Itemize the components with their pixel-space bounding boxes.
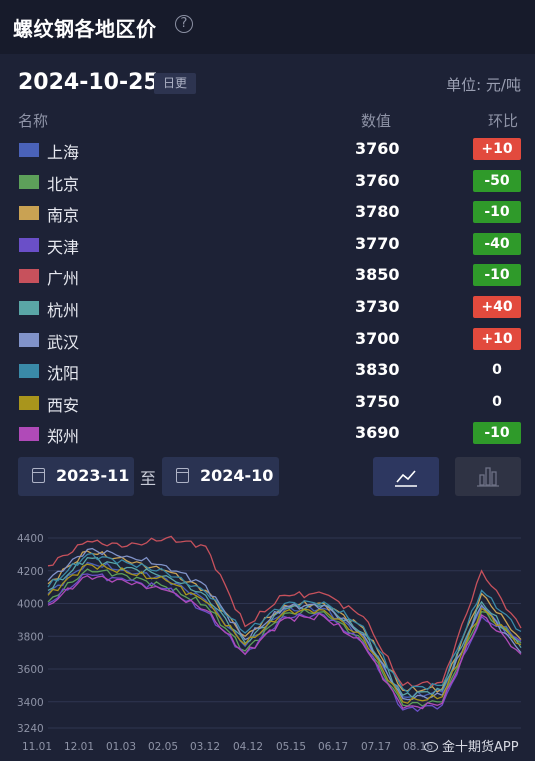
- region-name: 杭州: [47, 301, 80, 320]
- price-value: 3770: [355, 233, 400, 253]
- change-badge: -50: [473, 169, 521, 192]
- y-tick-label: 3240: [17, 723, 44, 735]
- start-date-value: 2023-11: [56, 466, 130, 485]
- series-color-swatch: [19, 237, 39, 252]
- help-icon[interactable]: ?: [175, 15, 193, 33]
- region-name: 上海: [47, 143, 80, 162]
- region-name: 西安: [47, 395, 80, 415]
- table-row[interactable]: 南京 3780 -10: [0, 199, 535, 230]
- table-row[interactable]: 天津 3770 -40: [0, 231, 535, 262]
- header-bar: 螺纹钢各地区价 ?: [0, 0, 535, 54]
- line-chart-toggle[interactable]: [373, 457, 439, 496]
- table-row[interactable]: 沈阳 3830 0: [0, 357, 535, 388]
- series-line-6: [47, 557, 522, 699]
- series-color-swatch: [19, 364, 39, 379]
- price-value: 3690: [355, 423, 400, 443]
- series-color-swatch: [19, 301, 39, 315]
- bar-chart-icon: [477, 467, 499, 487]
- series-color-swatch: [19, 332, 39, 347]
- change-badge: -10: [473, 201, 521, 224]
- frequency-badge: 日更: [154, 73, 196, 94]
- region-name: 沈阳: [47, 364, 80, 384]
- region-name: 武汉: [47, 332, 80, 352]
- change-badge: -10: [473, 422, 521, 445]
- region-name: 南京: [47, 206, 80, 226]
- series-line-9: [47, 563, 522, 704]
- price-value: 3730: [355, 297, 400, 316]
- table-row[interactable]: 武汉 3700 +10: [0, 326, 535, 357]
- table-row[interactable]: 西安 3750 0: [0, 389, 535, 420]
- change-badge: -40: [473, 232, 521, 255]
- column-header-value: 数值: [361, 112, 392, 130]
- y-tick-label: 3600: [17, 664, 44, 676]
- x-tick-label: 11.01: [22, 741, 52, 753]
- y-tick-label: 4400: [17, 533, 44, 545]
- table-row[interactable]: 杭州 3730 +40: [0, 294, 535, 325]
- end-date-value: 2024-10: [200, 466, 274, 485]
- table-row[interactable]: 上海 3760 +10: [0, 136, 535, 167]
- x-tick-label: 02.05: [148, 741, 178, 753]
- price-value: 3830: [355, 360, 400, 380]
- current-date: 2024-10-25: [18, 70, 159, 95]
- price-value: 3780: [355, 202, 400, 222]
- series-color-swatch: [19, 206, 39, 221]
- watermark: 金十期货APP: [424, 736, 519, 755]
- table-row[interactable]: 广州 3850 -10: [0, 262, 535, 293]
- series-line-3: [47, 550, 522, 693]
- y-tick-label: 3800: [17, 631, 44, 643]
- change-badge: +10: [473, 138, 521, 160]
- start-date-picker[interactable]: 2023-11: [18, 457, 134, 496]
- end-date-picker[interactable]: 2024-10: [162, 457, 279, 496]
- series-line-5: [47, 535, 522, 688]
- x-tick-label: 07.17: [361, 741, 391, 753]
- calendar-icon: [32, 468, 45, 483]
- line-chart-icon: [395, 470, 417, 487]
- series-color-swatch: [19, 395, 39, 410]
- unit-label: 单位: 元/吨: [446, 76, 521, 94]
- x-tick-label: 06.17: [318, 741, 348, 753]
- price-line-chart: 4400 4200 4000 3800 3600 3400 3240 11.01 12.01 01…: [17, 533, 522, 753]
- change-badge: +10: [473, 327, 521, 350]
- x-tick-label: 01.03: [106, 741, 136, 753]
- region-name: 天津: [47, 237, 80, 257]
- price-value: 3760: [355, 170, 400, 190]
- series-color-swatch: [19, 269, 39, 284]
- range-separator: 至: [140, 469, 157, 488]
- price-value: 3750: [355, 391, 400, 411]
- region-name: 北京: [47, 174, 80, 194]
- table-row[interactable]: 郑州 3690 -10: [0, 420, 535, 451]
- change-badge: +40: [473, 296, 521, 318]
- series-line-4: [47, 573, 522, 713]
- y-tick-label: 4200: [17, 566, 44, 578]
- page-title: 螺纹钢各地区价: [13, 17, 157, 41]
- change-badge: 0: [492, 362, 502, 379]
- x-tick-label: 04.12: [233, 741, 263, 753]
- change-badge: 0: [492, 393, 502, 410]
- series-color-swatch: [19, 143, 39, 157]
- x-tick-label: 12.01: [64, 741, 94, 753]
- y-tick-label: 3400: [17, 697, 44, 709]
- x-tick-label: 03.12: [190, 741, 220, 753]
- region-name: 郑州: [47, 427, 80, 447]
- series-line-10: [47, 574, 522, 710]
- calendar-icon: [176, 468, 189, 483]
- price-value: 3700: [355, 328, 400, 348]
- column-header-change: 环比: [488, 112, 519, 130]
- series-color-swatch: [19, 427, 39, 442]
- x-tick-label: 05.15: [276, 741, 306, 753]
- weibo-icon: [424, 742, 438, 752]
- region-name: 广州: [47, 269, 80, 289]
- bar-chart-toggle[interactable]: [455, 457, 521, 496]
- table-row[interactable]: 北京 3760 -50: [0, 168, 535, 199]
- price-value: 3850: [355, 265, 400, 285]
- y-tick-label: 4000: [17, 599, 44, 611]
- series-color-swatch: [19, 174, 39, 189]
- change-badge: -10: [473, 264, 521, 287]
- price-value: 3760: [355, 139, 400, 158]
- watermark-text: 金十期货APP: [442, 740, 519, 755]
- series-line-1: [47, 561, 522, 698]
- series-line-8: [47, 552, 522, 693]
- column-header-name: 名称: [18, 112, 49, 130]
- series-line-7: [47, 547, 522, 701]
